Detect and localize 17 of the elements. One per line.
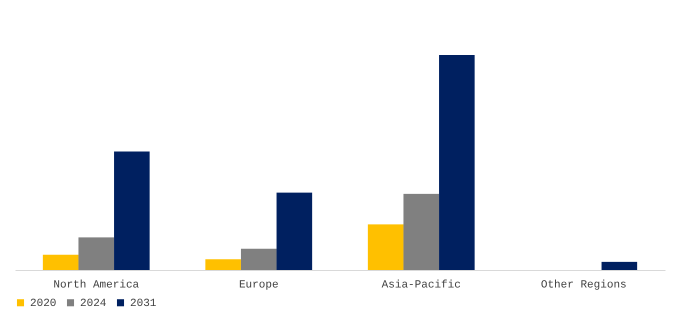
legend-label: 2031 xyxy=(130,298,157,310)
bar xyxy=(42,254,78,270)
x-tick-label: North America xyxy=(53,280,140,292)
bar xyxy=(439,55,475,270)
bar xyxy=(240,248,277,270)
x-tick-label: Other Regions xyxy=(540,280,627,292)
legend-label: 2024 xyxy=(80,298,107,310)
bar xyxy=(205,259,241,270)
bar xyxy=(276,192,312,270)
x-tick-label: Europe xyxy=(238,280,279,292)
bar xyxy=(78,237,114,270)
bar xyxy=(602,262,638,270)
bar xyxy=(114,152,150,270)
bar xyxy=(403,194,440,270)
x-tick-label: Asia-Pacific xyxy=(382,280,461,292)
legend-label: 2020 xyxy=(30,298,56,310)
bar xyxy=(368,224,404,270)
